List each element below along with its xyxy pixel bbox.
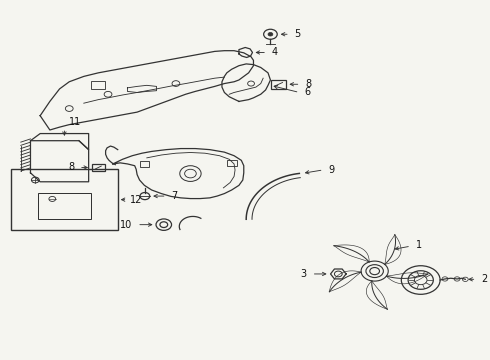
- Text: 2: 2: [481, 274, 488, 284]
- Text: 6: 6: [304, 87, 311, 98]
- Bar: [271, 80, 287, 89]
- Text: 1: 1: [416, 240, 422, 250]
- Bar: [91, 81, 105, 89]
- Text: 11: 11: [69, 117, 81, 127]
- Bar: [92, 163, 105, 171]
- Text: 12: 12: [130, 195, 142, 204]
- Bar: [38, 193, 91, 219]
- Circle shape: [268, 32, 273, 36]
- Text: 10: 10: [120, 220, 132, 230]
- Bar: [11, 169, 118, 230]
- Text: 9: 9: [328, 165, 335, 175]
- Bar: [140, 161, 149, 167]
- Text: 8: 8: [68, 162, 74, 172]
- Text: 7: 7: [172, 191, 178, 201]
- Text: 8: 8: [305, 79, 312, 89]
- Text: 4: 4: [272, 48, 278, 58]
- Text: 3: 3: [301, 269, 307, 279]
- Text: 5: 5: [294, 29, 301, 39]
- Bar: [227, 160, 237, 166]
